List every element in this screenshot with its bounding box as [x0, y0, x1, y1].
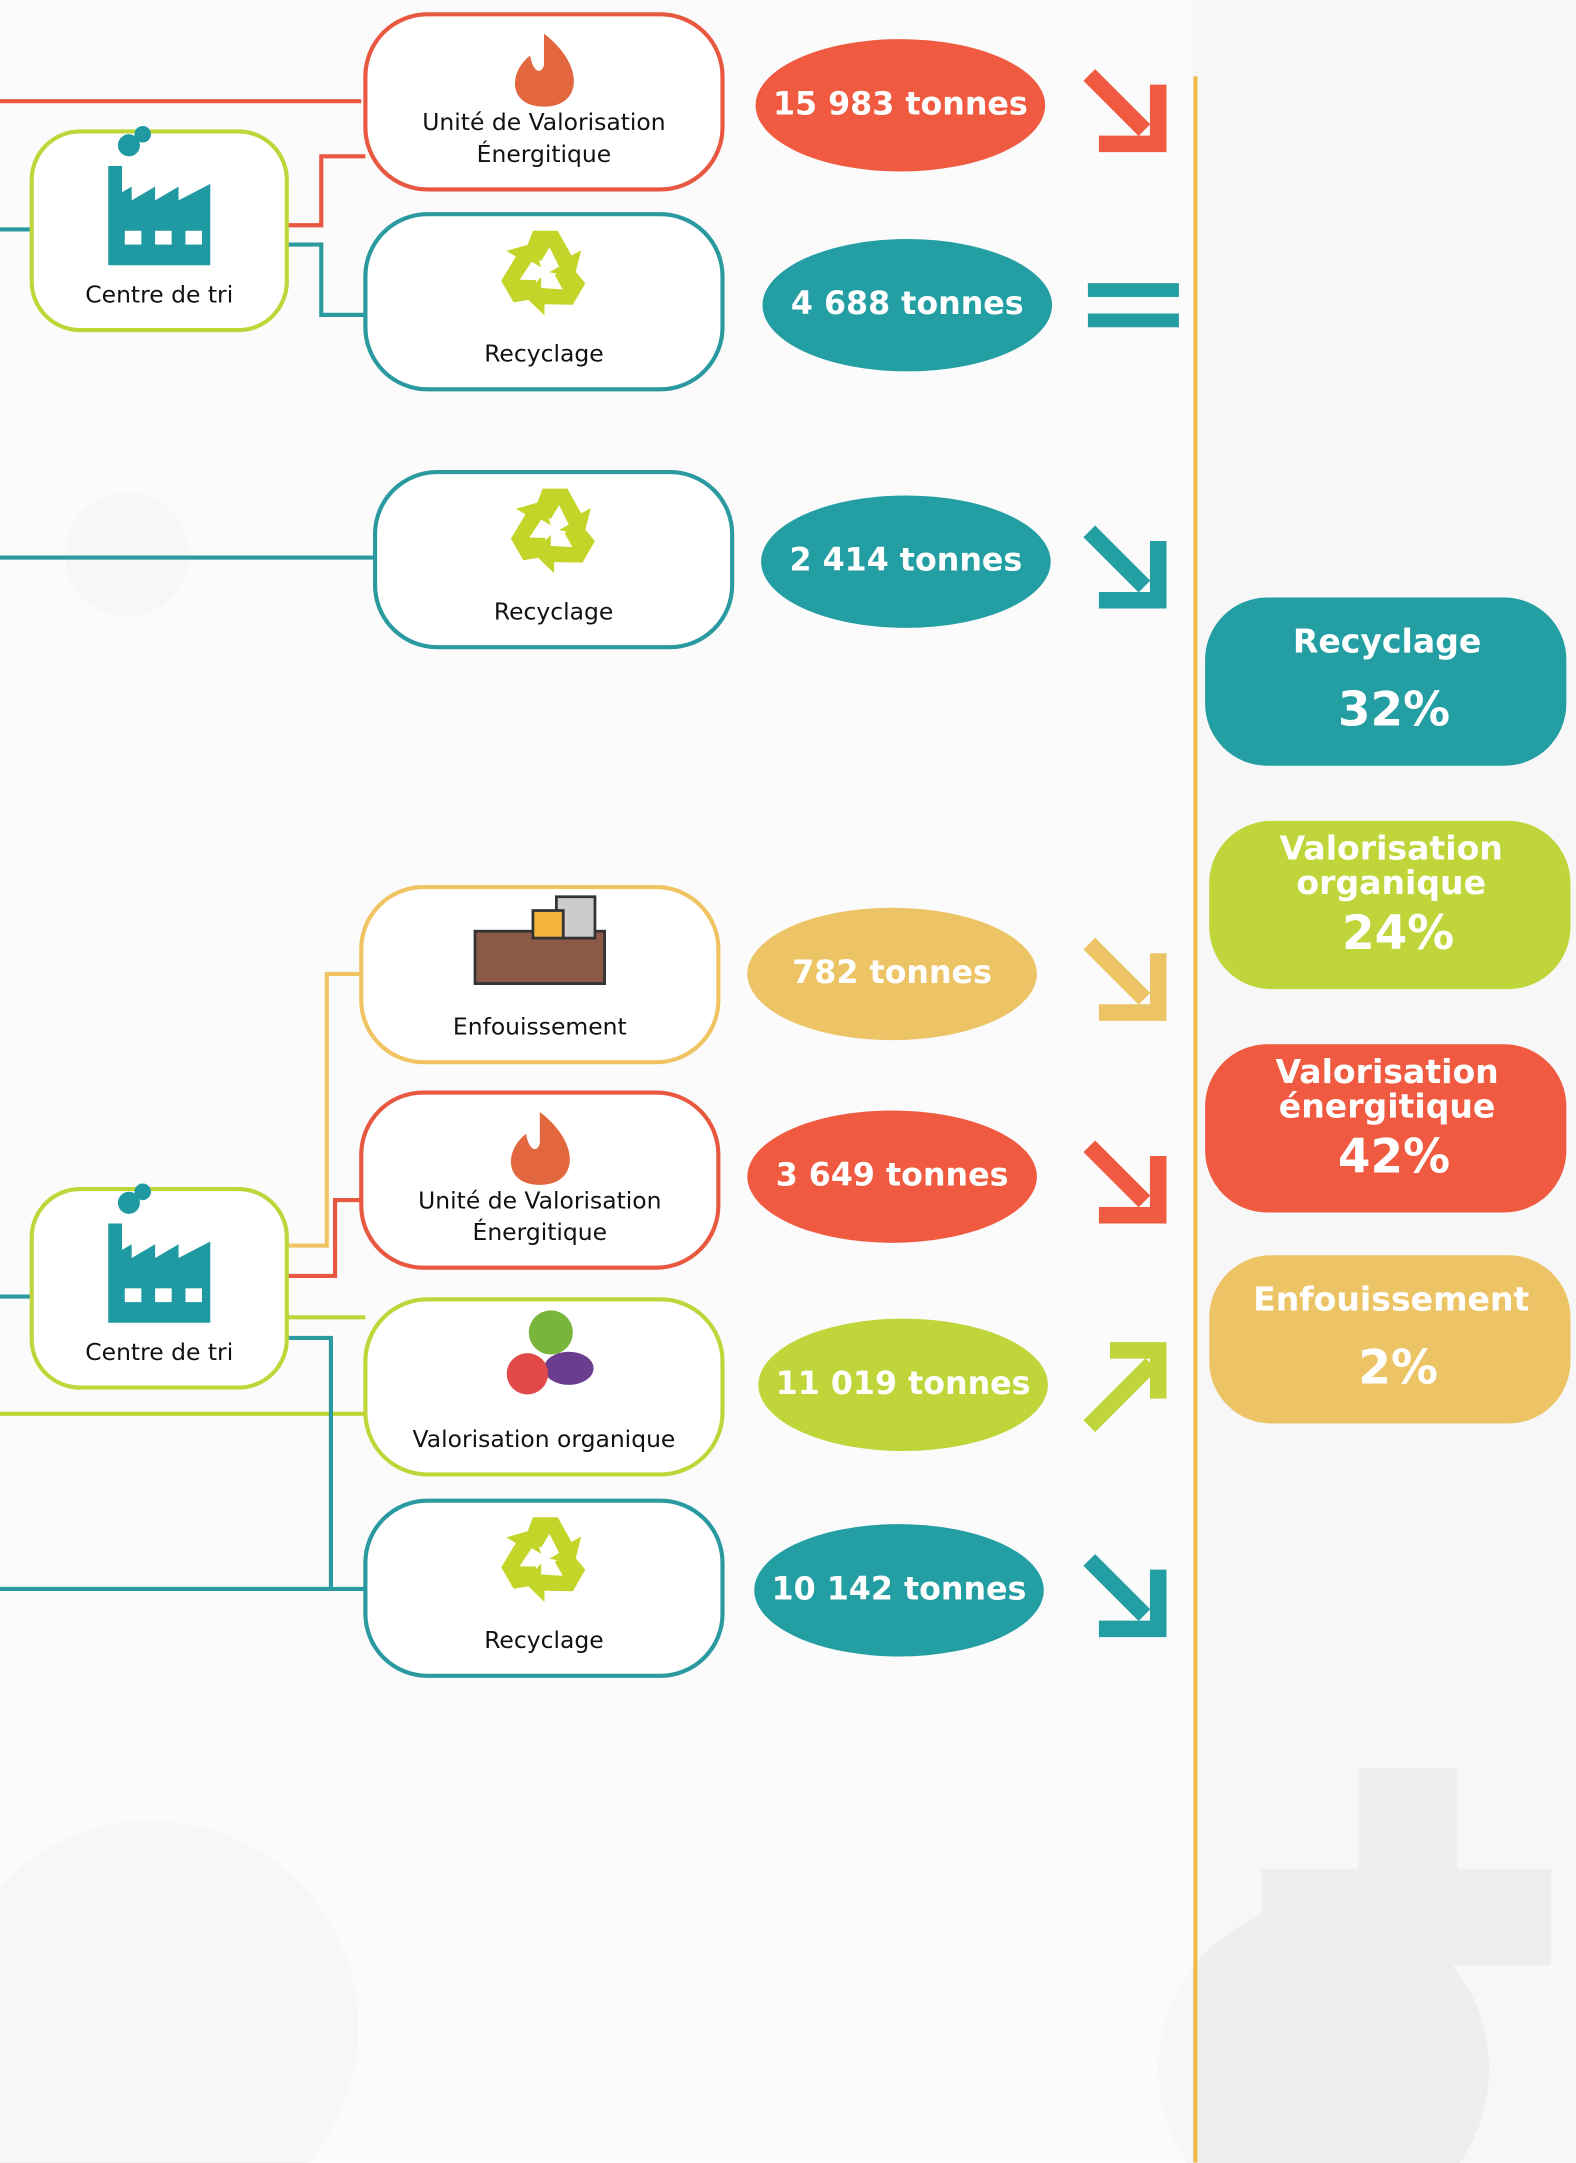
summary-label: Recyclage — [1293, 622, 1481, 661]
box — [533, 911, 563, 939]
amount: 4 688 tonnes — [791, 286, 1024, 322]
window — [125, 231, 142, 245]
amount: 15 983 tonnes — [773, 86, 1028, 122]
flow-label: Recyclage — [484, 340, 603, 368]
summary-percent: 32% — [1338, 683, 1450, 738]
broccoli — [529, 1310, 573, 1354]
window — [125, 1288, 142, 1302]
amount: 11 019 tonnes — [776, 1366, 1031, 1402]
flow-label: Unité de Valorisation — [418, 1186, 661, 1214]
summary-percent: 2% — [1358, 1340, 1438, 1395]
amount: 2 414 tonnes — [790, 543, 1023, 579]
flow-label: Énergitique — [473, 1218, 608, 1246]
infographic: Centre de tri Centre de tri Unité de Valor… — [0, 0, 1576, 2163]
window — [155, 231, 172, 245]
window — [185, 231, 202, 245]
flow-label: Unité de Valorisation — [422, 108, 665, 136]
centre-label: Centre de tri — [85, 1338, 233, 1366]
flow-label: Recyclage — [484, 1626, 603, 1654]
summary-label: Valorisation — [1280, 829, 1503, 868]
tomato — [507, 1353, 548, 1394]
window — [185, 1288, 202, 1302]
summary-percent: 24% — [1342, 906, 1454, 961]
summary-label: Enfouissement — [1253, 1279, 1529, 1318]
summary-label: organique — [1296, 863, 1486, 902]
eggplant — [544, 1352, 594, 1385]
trend-equal — [1088, 313, 1179, 327]
smoke — [134, 126, 151, 143]
summary-label: énergitique — [1279, 1086, 1496, 1125]
amount: 10 142 tonnes — [772, 1571, 1027, 1607]
summary-label: Valorisation — [1275, 1052, 1498, 1091]
smoke — [134, 1184, 151, 1201]
window — [155, 1288, 172, 1302]
summary-percent: 42% — [1338, 1130, 1450, 1185]
trend-equal — [1088, 283, 1179, 297]
centre-label: Centre de tri — [85, 280, 233, 308]
flow-label: Recyclage — [494, 598, 613, 626]
flow-label: Énergitique — [477, 140, 612, 168]
amount: 3 649 tonnes — [776, 1158, 1009, 1194]
flow-label: Valorisation organique — [413, 1425, 676, 1453]
amount: 782 tonnes — [792, 955, 992, 991]
flow-label: Enfouissement — [453, 1013, 627, 1041]
